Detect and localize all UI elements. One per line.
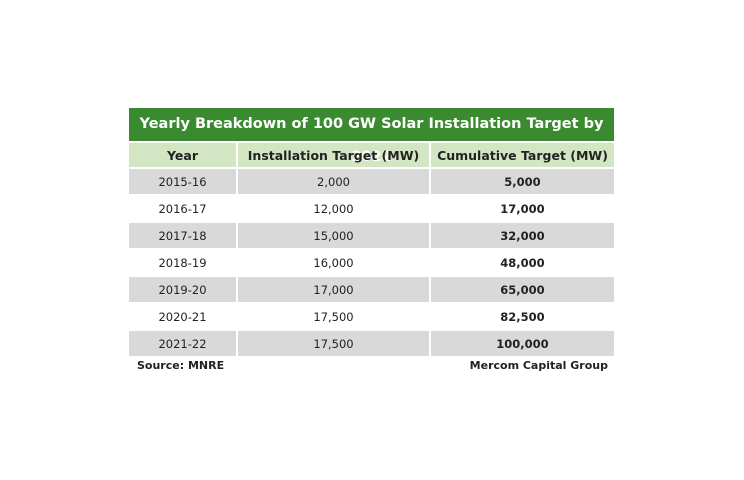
cell-installation-target: 17,500: [236, 329, 430, 356]
cell-year: 2020-21: [129, 302, 237, 330]
table-row: 2018-19 16,000 48,000: [129, 248, 614, 276]
column-header-year: Year: [129, 141, 237, 168]
column-header-cumulative-target: Cumulative Target (MW): [429, 141, 614, 168]
cell-cumulative-target: 5,000: [429, 167, 614, 195]
table-figure: Yearly Breakdown of 100 GW Solar Install…: [129, 108, 614, 372]
cell-cumulative-target: 65,000: [429, 275, 614, 303]
cell-cumulative-target: 100,000: [429, 329, 614, 356]
cell-cumulative-target: 82,500: [429, 302, 614, 330]
cell-cumulative-target: 17,000: [429, 194, 614, 222]
cell-installation-target: 15,000: [236, 221, 430, 249]
header-row: Year Installation Target (MW) Cumulative…: [129, 141, 614, 168]
cell-cumulative-target: 48,000: [429, 248, 614, 276]
column-header-installation-target: Installation Target (MW): [236, 141, 430, 168]
table-body: 2015-16 2,000 5,000 2016-17 12,000 17,000 2017…: [129, 167, 614, 356]
source-note: Source: MNRE: [137, 359, 225, 372]
credit-note: Mercom Capital Group: [469, 359, 608, 372]
cell-installation-target: 17,000: [236, 275, 430, 303]
cell-installation-target: 12,000: [236, 194, 430, 222]
cell-year: 2018-19: [129, 248, 237, 276]
table-row: 2021-22 17,500 100,000: [129, 329, 614, 356]
cell-installation-target: 16,000: [236, 248, 430, 276]
cell-year: 2019-20: [129, 275, 237, 303]
footer: Source: MNRE Mercom Capital Group: [129, 359, 614, 372]
cell-cumulative-target: 32,000: [429, 221, 614, 249]
cell-installation-target: 17,500: [236, 302, 430, 330]
table-row: 2016-17 12,000 17,000: [129, 194, 614, 222]
cell-year: 2015-16: [129, 167, 237, 195]
cell-installation-target: 2,000: [236, 167, 430, 195]
table-title: Yearly Breakdown of 100 GW Solar Install…: [129, 108, 614, 165]
table-row: 2020-21 17,500 82,500: [129, 302, 614, 330]
cell-year: 2016-17: [129, 194, 237, 222]
table-row: 2015-16 2,000 5,000: [129, 167, 614, 195]
data-table: Year Installation Target (MW) Cumulative…: [129, 141, 614, 356]
cell-year: 2021-22: [129, 329, 237, 356]
table-row: 2017-18 15,000 32,000: [129, 221, 614, 249]
cell-year: 2017-18: [129, 221, 237, 249]
table-row: 2019-20 17,000 65,000: [129, 275, 614, 303]
